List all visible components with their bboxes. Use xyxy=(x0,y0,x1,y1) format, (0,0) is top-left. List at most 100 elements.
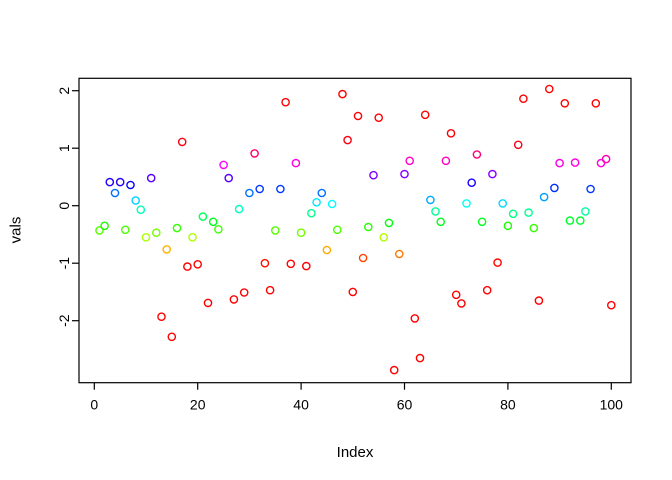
data-point xyxy=(229,295,239,304)
data-point xyxy=(291,158,301,168)
data-point xyxy=(607,300,616,310)
data-point xyxy=(245,188,254,198)
data-point xyxy=(95,226,104,235)
data-point xyxy=(157,312,166,322)
data-point xyxy=(198,212,208,221)
data-point xyxy=(146,173,156,183)
data-point xyxy=(276,184,285,194)
data-point xyxy=(493,258,502,267)
x-axis-title: Index xyxy=(336,444,374,461)
data-point xyxy=(183,262,192,271)
data-point xyxy=(467,178,477,187)
data-point xyxy=(601,154,611,164)
data-point xyxy=(126,180,135,190)
data-point xyxy=(374,113,384,122)
data-point xyxy=(338,89,347,99)
data-point xyxy=(534,296,544,305)
x-axis-tick-label: 40 xyxy=(293,397,309,413)
data-point xyxy=(317,188,327,198)
data-point xyxy=(100,221,109,231)
data-point xyxy=(384,218,394,228)
data-point xyxy=(576,216,585,225)
data-point xyxy=(436,217,446,227)
data-point xyxy=(560,99,570,108)
data-point xyxy=(379,232,389,242)
data-point xyxy=(208,217,218,227)
data-point xyxy=(327,199,337,209)
data-point xyxy=(555,158,564,168)
data-point xyxy=(457,299,466,308)
data-point xyxy=(545,84,554,94)
data-point xyxy=(477,217,487,227)
data-point xyxy=(312,197,321,207)
data-point xyxy=(265,285,275,295)
data-point xyxy=(234,204,244,214)
data-point xyxy=(586,184,595,194)
y-axis-tick-label: 0 xyxy=(56,202,72,210)
x-axis-tick-label: 60 xyxy=(397,397,413,413)
x-axis-tick-label: 20 xyxy=(190,397,206,413)
data-point xyxy=(519,94,528,103)
data-point xyxy=(358,253,368,263)
data-point xyxy=(260,258,270,268)
data-point xyxy=(239,288,249,297)
data-point xyxy=(332,225,342,235)
data-point xyxy=(115,177,125,187)
y-axis-tick-label: -1 xyxy=(56,257,72,270)
data-point xyxy=(270,226,280,235)
data-point xyxy=(472,150,482,159)
data-point xyxy=(167,332,177,342)
data-point xyxy=(105,177,115,187)
data-point xyxy=(451,290,461,300)
y-axis-tick-label: -2 xyxy=(56,314,72,327)
y-axis-tick-label: 1 xyxy=(56,144,72,152)
data-point xyxy=(301,261,311,271)
data-point xyxy=(162,245,171,254)
data-point xyxy=(420,110,430,120)
data-point xyxy=(307,208,316,218)
data-point xyxy=(591,99,601,108)
data-point xyxy=(214,224,223,234)
data-point xyxy=(343,135,352,145)
data-point xyxy=(550,183,559,193)
data-point xyxy=(193,259,202,269)
data-point xyxy=(431,207,440,216)
data-point xyxy=(151,228,161,237)
data-point xyxy=(482,285,492,295)
data-point xyxy=(369,170,378,180)
data-point xyxy=(348,287,358,297)
data-point xyxy=(394,249,404,259)
data-point xyxy=(529,223,539,233)
data-point xyxy=(281,97,290,107)
data-point xyxy=(389,365,399,375)
data-point xyxy=(488,169,497,179)
data-point xyxy=(250,149,259,158)
data-point xyxy=(570,158,580,167)
data-point xyxy=(503,221,513,231)
x-axis-tick-label: 0 xyxy=(90,397,98,413)
data-point xyxy=(296,228,306,237)
data-point xyxy=(498,199,508,208)
data-point xyxy=(141,232,151,242)
data-point xyxy=(405,156,415,166)
data-point xyxy=(415,353,425,363)
data-point xyxy=(121,225,130,235)
data-point xyxy=(172,223,182,233)
x-axis-tick-label: 80 xyxy=(500,397,516,413)
data-point xyxy=(363,222,373,232)
data-point xyxy=(322,245,332,255)
data-point xyxy=(446,128,456,138)
y-axis-tick-label: 2 xyxy=(56,87,72,95)
data-point xyxy=(203,298,213,308)
data-point xyxy=(513,140,523,150)
data-point xyxy=(136,205,146,214)
data-point xyxy=(524,208,533,217)
data-point xyxy=(353,111,363,121)
data-point xyxy=(462,199,471,208)
plot-box xyxy=(78,77,632,384)
data-point xyxy=(177,137,187,147)
data-point xyxy=(410,314,420,323)
data-point xyxy=(255,184,265,194)
data-point xyxy=(219,160,228,170)
